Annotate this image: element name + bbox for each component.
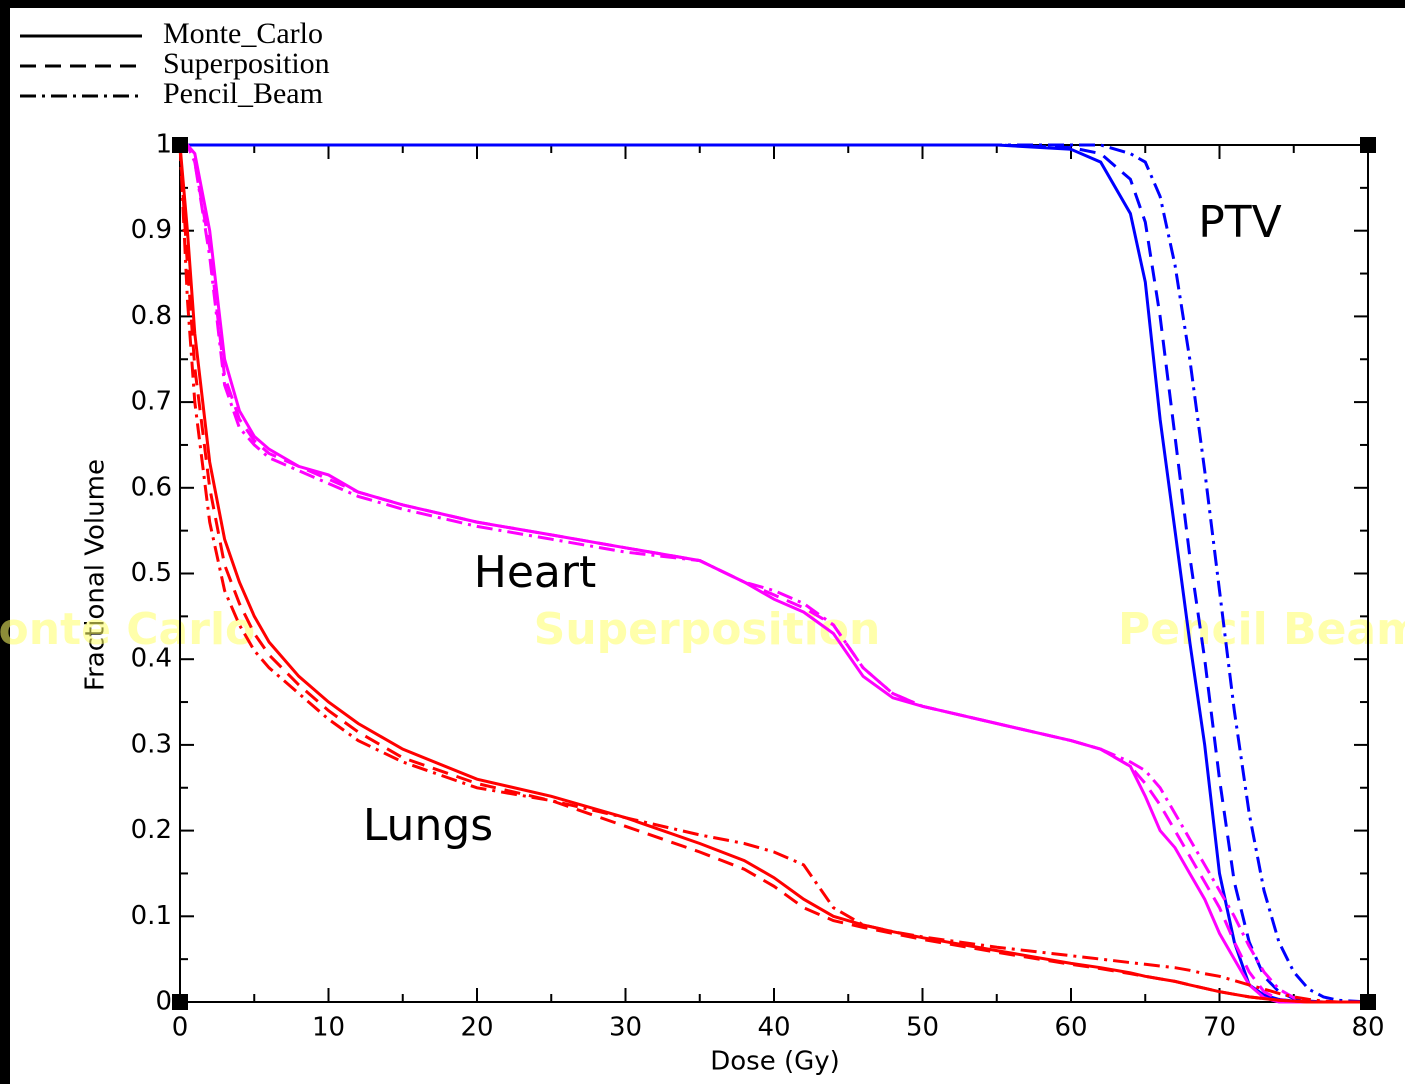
x-tick-label: 80 — [1351, 1013, 1384, 1043]
corner-handle — [1360, 137, 1376, 153]
y-tick-label: 0.6 — [131, 472, 172, 502]
y-tick-label: 0.1 — [131, 901, 172, 931]
corner-handle — [172, 137, 188, 153]
x-tick-label: 30 — [609, 1013, 642, 1043]
x-tick-label: 60 — [1054, 1013, 1087, 1043]
y-tick-label: 0.7 — [131, 387, 172, 417]
x-tick-label: 50 — [906, 1013, 939, 1043]
legend-label: Monte_Carlo — [163, 17, 323, 50]
y-tick-label: 0.9 — [131, 215, 172, 245]
y-axis-label: Fractional Volume — [81, 459, 111, 691]
y-tick-label: 0.3 — [131, 729, 172, 759]
x-tick-label: 70 — [1203, 1013, 1236, 1043]
corner-handle — [172, 994, 188, 1010]
structure-label: PTV — [1198, 197, 1282, 248]
dvh-line — [178, 144, 1368, 1004]
watermark: Pencil Beam — [1118, 604, 1405, 655]
y-tick-label: 0.8 — [131, 301, 172, 331]
watermark: Superposition — [534, 604, 881, 655]
y-tick-label: 0 — [155, 987, 172, 1017]
structure-label: Heart — [474, 547, 596, 598]
y-tick-label: 0.2 — [131, 815, 172, 845]
legend-label: Superposition — [163, 47, 330, 80]
legend-label: Pencil_Beam — [163, 77, 323, 110]
x-axis-label: Dose (Gy) — [710, 1047, 840, 1077]
watermark: Monte Carlo — [0, 604, 255, 655]
y-tick-label: 0.5 — [131, 558, 172, 588]
dvh-line — [180, 143, 1369, 1004]
x-tick-label: 40 — [757, 1013, 790, 1043]
y-tick-label: 1 — [155, 130, 172, 160]
x-tick-label: 20 — [460, 1013, 493, 1043]
dvh-line — [180, 143, 1368, 1004]
background — [10, 8, 1405, 1084]
corner-handle — [1360, 994, 1376, 1010]
dvh-line — [180, 143, 1368, 1004]
x-tick-label: 0 — [172, 1013, 189, 1043]
dvh-line — [178, 144, 1368, 1004]
dvh-line — [180, 143, 1368, 1004]
x-tick-label: 10 — [312, 1013, 345, 1043]
y-tick-label: 0.4 — [131, 644, 172, 674]
structure-label: Lungs — [363, 800, 493, 851]
